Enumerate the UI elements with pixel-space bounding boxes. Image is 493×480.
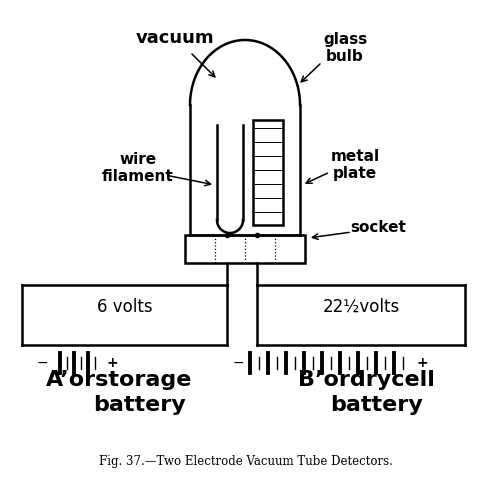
Text: −: − [36,356,48,370]
Text: +: + [416,356,428,370]
Text: B’ordrycell: B’ordrycell [298,370,434,390]
Text: A’orstorage: A’orstorage [46,370,193,390]
Text: socket: socket [350,220,406,236]
Text: glass
bulb: glass bulb [323,32,367,64]
Text: Fig. 37.—Two Electrode Vacuum Tube Detectors.: Fig. 37.—Two Electrode Vacuum Tube Detec… [99,456,393,468]
Text: 6 volts: 6 volts [97,298,152,316]
Text: +: + [106,356,118,370]
Text: wire
filament: wire filament [102,152,174,184]
Text: metal
plate: metal plate [330,149,380,181]
Bar [185,235,305,263]
Text: vacuum: vacuum [136,29,214,47]
Text: battery: battery [330,395,423,415]
Bar [253,120,283,225]
Text: 22½volts: 22½volts [322,298,400,316]
Text: −: − [232,356,244,370]
Text: battery: battery [93,395,186,415]
